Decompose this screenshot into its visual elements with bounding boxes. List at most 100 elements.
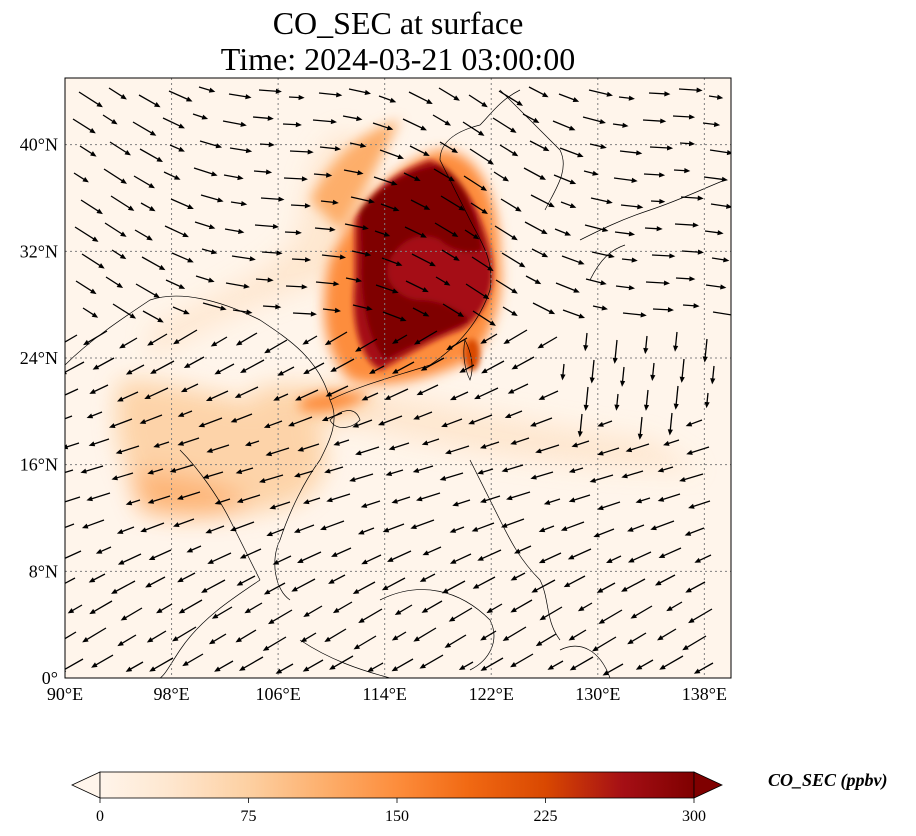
wind-vector-shaft	[231, 255, 252, 260]
wind-vector-head	[98, 263, 105, 269]
wind-vector-shaft	[110, 195, 132, 210]
wind-vector-shaft	[65, 469, 74, 474]
wind-vector-shaft	[533, 417, 553, 426]
wind-vector-shaft	[142, 310, 161, 322]
wind-vector-shaft	[375, 284, 396, 293]
wind-vector-shaft	[382, 311, 404, 321]
wind-vector-shaft	[589, 143, 604, 148]
wind-vector-shaft	[483, 657, 504, 670]
wind-vector-shaft	[605, 663, 624, 675]
wind-vector-shaft	[571, 548, 592, 559]
wind-vector-head	[326, 497, 333, 503]
wind-vector-shaft	[109, 141, 128, 154]
wind-vector-shaft	[349, 142, 363, 147]
wind-vector-head	[704, 401, 710, 409]
wind-vector-shaft	[176, 329, 198, 343]
wind-vector-shaft	[140, 202, 153, 210]
wind-vector-head	[303, 369, 310, 375]
wind-vector-head	[413, 636, 420, 642]
wind-vector-shaft	[92, 438, 110, 446]
wind-vector-head	[730, 315, 731, 318]
wind-vector-shaft	[638, 659, 654, 669]
wind-vector-shaft	[81, 253, 102, 267]
wind-vector-head	[660, 118, 667, 124]
wind-vector-shaft	[306, 362, 325, 373]
wind-vector-shaft	[176, 518, 195, 526]
wind-vector-shaft	[119, 445, 140, 453]
wind-vector-shaft	[355, 419, 373, 427]
wind-vector-shaft	[661, 493, 681, 501]
wind-vector-shaft	[579, 413, 583, 434]
wind-vector-head	[382, 527, 390, 533]
wind-vector-head	[410, 524, 417, 530]
wind-vector-shaft	[541, 390, 559, 399]
wind-vector-head	[726, 203, 731, 209]
wind-vector-head	[237, 174, 244, 181]
wind-vector-head	[369, 368, 376, 374]
wind-vector-head	[568, 468, 576, 474]
wind-vector-head	[630, 613, 637, 619]
wind-vector-shaft	[209, 390, 229, 400]
wind-vector-shaft	[65, 415, 73, 420]
wind-vector-shaft	[462, 661, 474, 669]
wind-vector-shaft	[222, 120, 243, 126]
wind-vector-head	[329, 226, 336, 232]
wind-vector-shaft	[238, 629, 257, 641]
wind-vector-shaft	[336, 601, 353, 612]
wind-vector-head	[472, 233, 480, 240]
wind-vector-head	[295, 395, 302, 401]
wind-vector-head	[631, 257, 638, 263]
wind-vector-head	[328, 578, 335, 584]
wind-vector-head	[391, 635, 399, 641]
wind-vector-head	[243, 283, 250, 289]
wind-vector-head	[568, 635, 576, 641]
wind-vector-head	[446, 344, 453, 351]
wind-vector-head	[448, 176, 455, 182]
wind-vector-head	[539, 614, 546, 621]
wind-vector-shaft	[334, 547, 352, 556]
wind-vector-head	[516, 100, 523, 106]
wind-vector-head	[413, 339, 421, 345]
wind-vector-shaft	[465, 283, 487, 298]
wind-vector-head	[568, 497, 576, 503]
wind-vector-head	[679, 376, 685, 383]
wind-vector-head	[458, 205, 465, 211]
wind-vector-head	[275, 88, 282, 94]
wind-vector-shaft	[387, 388, 409, 399]
wind-vector-head	[96, 208, 103, 215]
wind-vector-shaft	[703, 176, 725, 181]
wind-vector-shaft	[217, 363, 235, 374]
wind-vector-head	[400, 316, 407, 322]
wind-vector-head	[689, 276, 696, 282]
wind-vector-shaft	[171, 252, 191, 262]
wind-vector-head	[669, 253, 676, 259]
wind-vector-head	[173, 522, 180, 528]
wind-vector-head	[628, 285, 636, 291]
wind-vector-shaft	[352, 304, 370, 310]
wind-vector-head	[177, 577, 184, 583]
wind-vector-shaft	[261, 251, 279, 254]
wind-vector-head	[275, 668, 283, 674]
wind-vector-head	[266, 531, 273, 537]
lon-tick-label: 90°E	[47, 684, 83, 704]
wind-vector-head	[125, 666, 133, 672]
wind-vector-shaft	[252, 116, 270, 120]
wind-vector-shaft	[120, 391, 139, 401]
wind-vector-head	[244, 441, 252, 447]
colorbar-tick-label: 75	[241, 808, 257, 825]
wind-vector-head	[240, 367, 247, 373]
wind-vector-shaft	[247, 602, 263, 612]
wind-vector-head	[640, 312, 647, 318]
wind-vector-head	[120, 94, 127, 100]
wind-vector-head	[697, 249, 704, 255]
wind-vector-head	[420, 365, 428, 371]
wind-vector-head	[185, 96, 193, 102]
wind-vector-head	[394, 609, 402, 616]
wind-vector-head	[693, 303, 700, 309]
wind-vector-head	[362, 224, 369, 231]
wind-vector-head	[547, 664, 554, 670]
wind-vector-head	[263, 589, 271, 595]
wind-vector-head	[150, 368, 157, 374]
wind-vector-shaft	[471, 414, 493, 424]
